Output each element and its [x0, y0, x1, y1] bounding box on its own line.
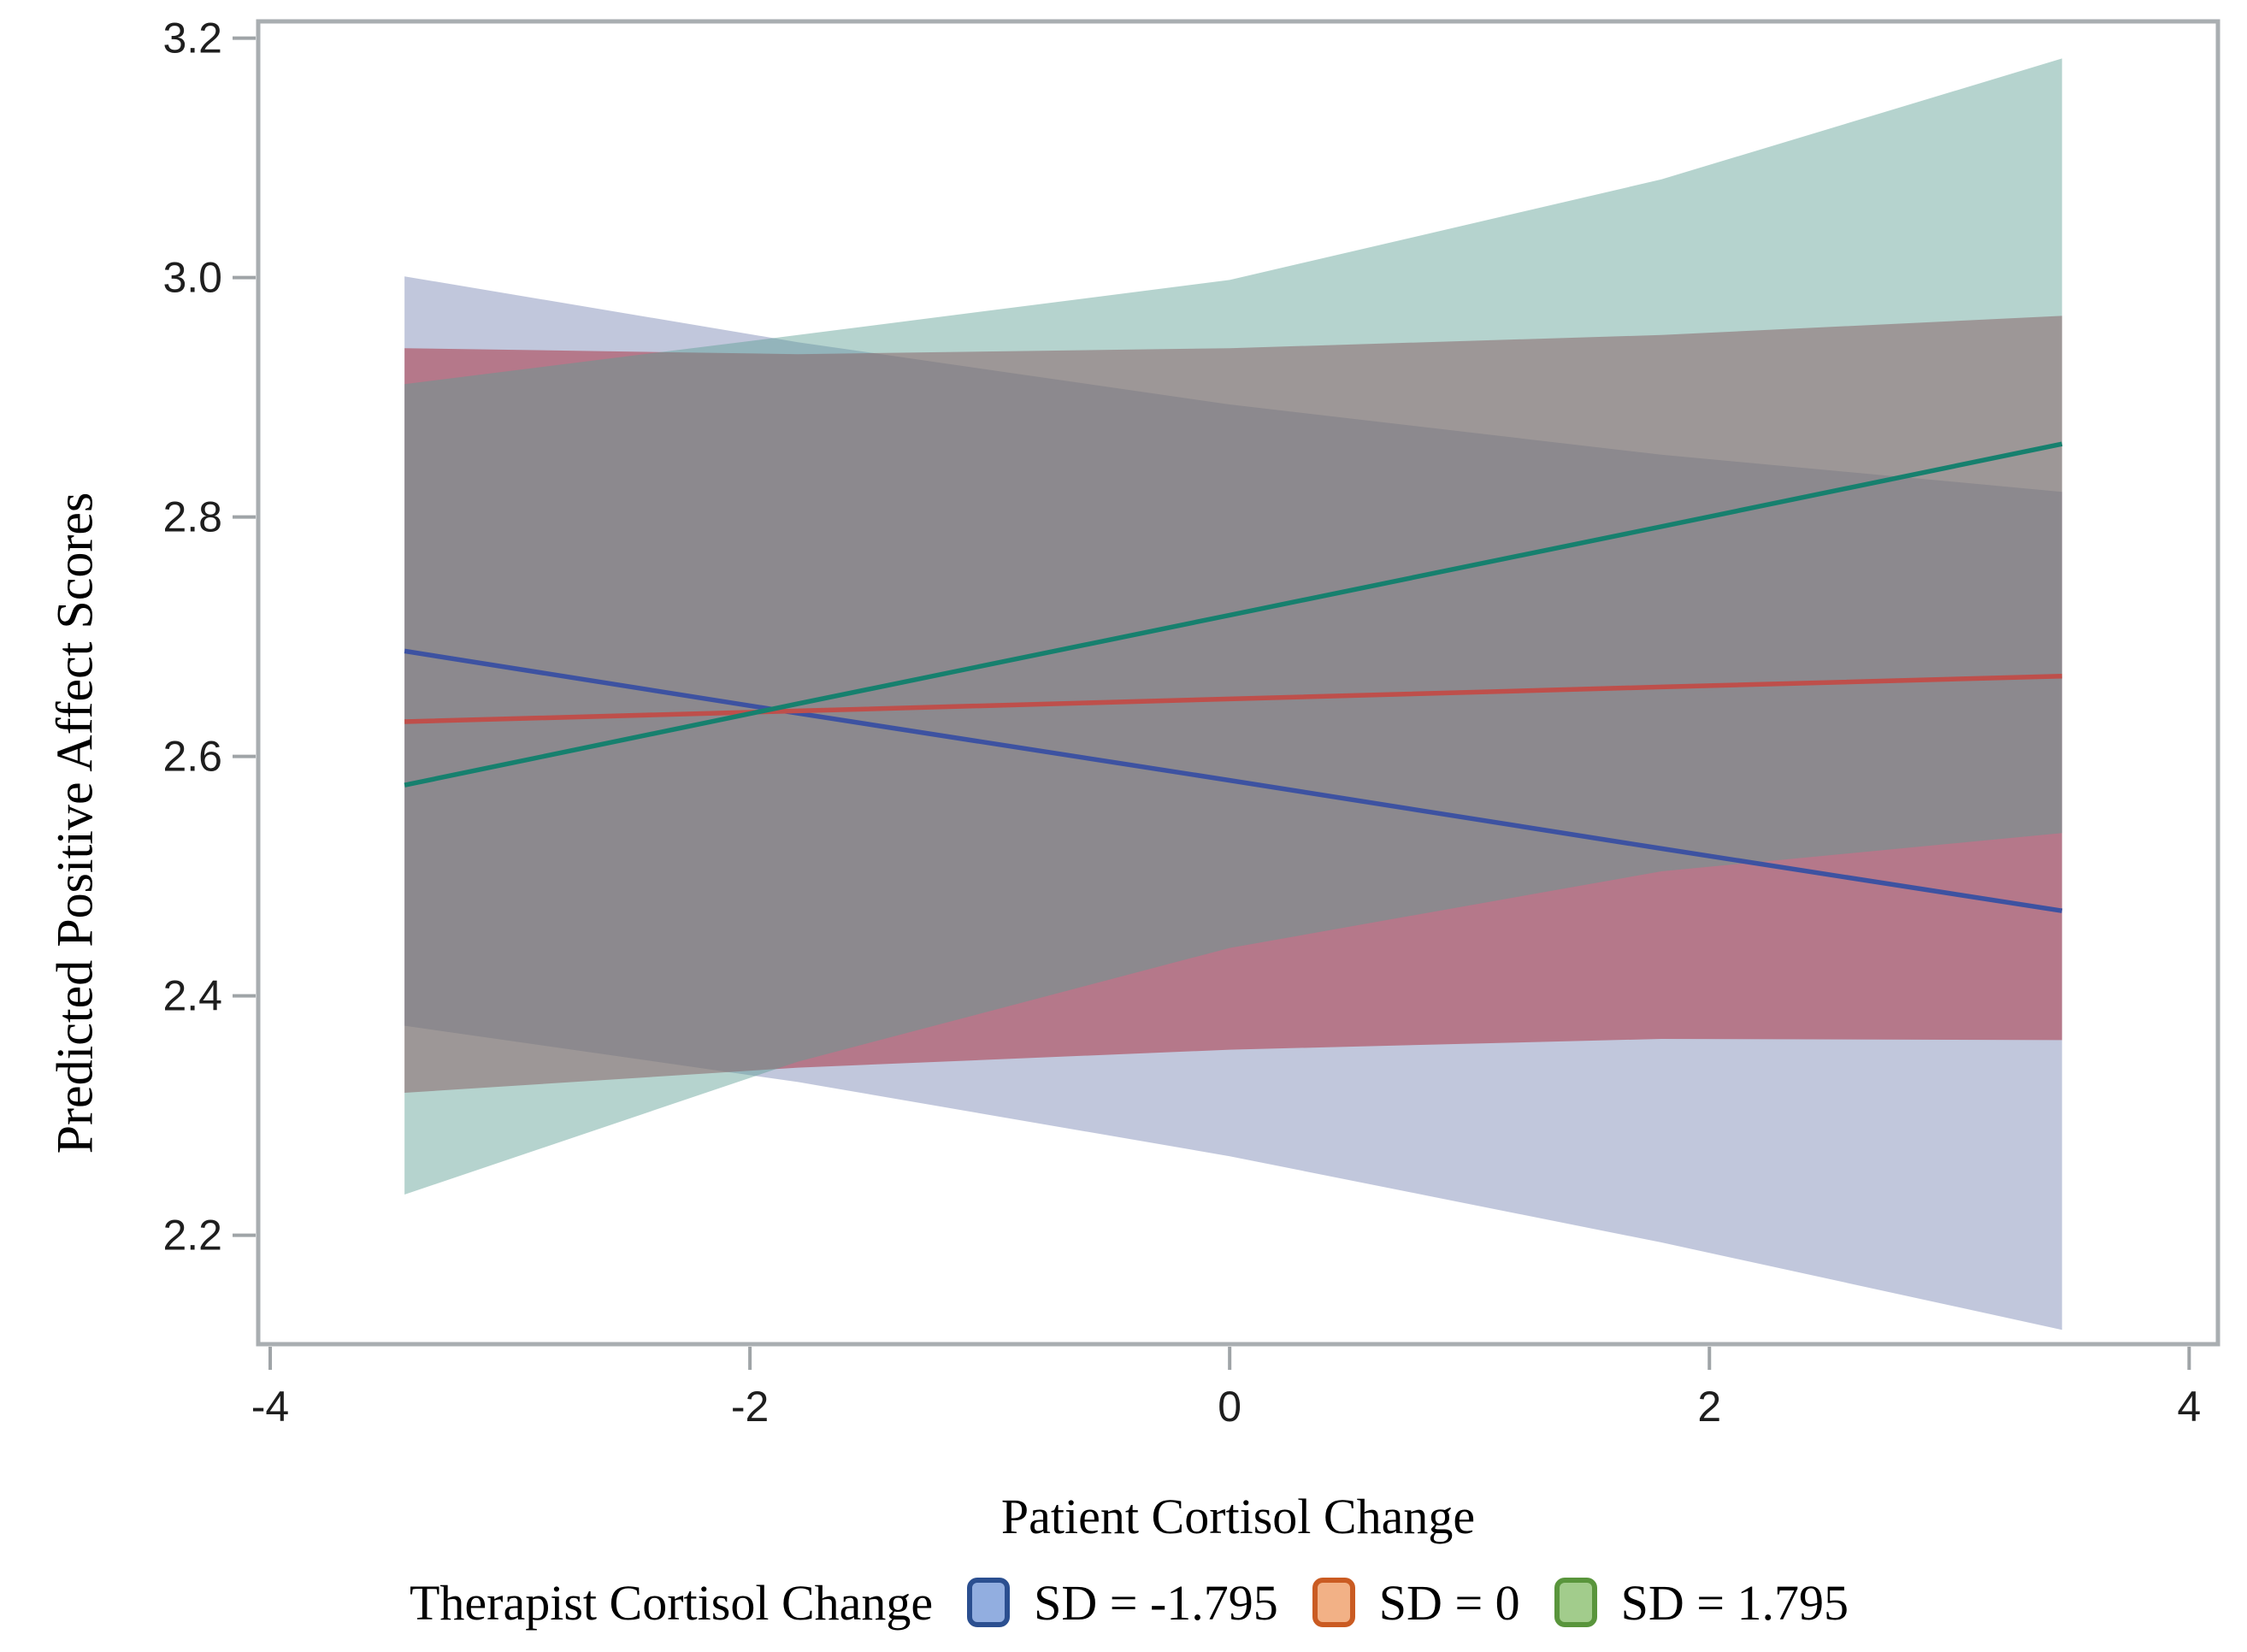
trend-line-SD=0: [404, 674, 2062, 724]
legend-swatch-icon: [1312, 1578, 1355, 1627]
confidence-band-SD=1.795: [404, 58, 2062, 1195]
y-tick-label: 3.0: [162, 254, 222, 302]
confidence-band-SD=0: [404, 316, 2062, 1093]
legend-label: SD = 1.795: [1620, 1574, 1849, 1631]
x-tick-label: 4: [2177, 1383, 2201, 1431]
trend-line-SD=1.795: [404, 441, 2063, 788]
y-axis-title: Predicted Positive Affect Scores: [46, 492, 103, 1153]
legend-swatch-icon: [967, 1578, 1011, 1627]
y-tick-label: 2.4: [162, 972, 222, 1020]
x-tick-label: 0: [1218, 1383, 1241, 1431]
legend-title: Therapist Cortisol Change: [410, 1574, 934, 1631]
y-tick-label: 2.2: [162, 1212, 222, 1260]
x-tick-label: 2: [1697, 1383, 1721, 1431]
x-tick-label: -2: [731, 1383, 769, 1431]
legend-item-SD=1.795: SD = 1.795: [1554, 1574, 1849, 1631]
trend-line-SD=-1.795: [404, 648, 2063, 913]
plot-frame: [256, 19, 2220, 1347]
legend-item-SD=-1.795: SD = -1.795: [967, 1574, 1278, 1631]
x-tick-label: -4: [251, 1383, 289, 1431]
legend-item-SD=0: SD = 0: [1312, 1574, 1520, 1631]
y-tick-label: 2.6: [162, 733, 222, 781]
legend-label: SD = 0: [1378, 1574, 1520, 1631]
legend-swatch-icon: [1554, 1578, 1597, 1627]
x-axis-title: Patient Cortisol Change: [1000, 1488, 1476, 1544]
y-tick-label: 2.8: [162, 493, 222, 541]
legend-label: SD = -1.795: [1034, 1574, 1278, 1631]
y-tick-label: 3.2: [162, 15, 222, 62]
